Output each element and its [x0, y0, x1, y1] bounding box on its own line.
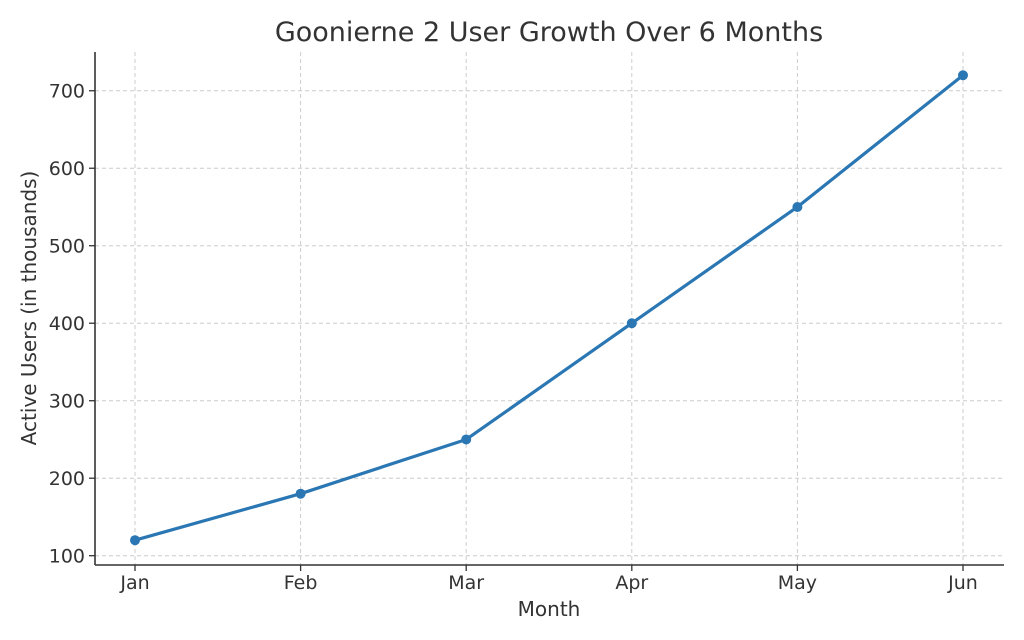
x-tick-label: May	[778, 572, 817, 594]
series-line	[133, 73, 965, 542]
grid	[95, 52, 1004, 565]
y-tick-label: 400	[49, 313, 85, 335]
x-tick-label: Feb	[284, 572, 318, 594]
data-point	[626, 318, 637, 329]
data-point	[792, 201, 803, 212]
y-axis-label: Active Users (in thousands)	[17, 171, 41, 446]
series	[130, 70, 968, 546]
y-tick-label: 300	[49, 391, 85, 413]
y-tick-label: 500	[49, 236, 85, 258]
y-tick-label: 600	[49, 158, 85, 180]
data-point	[461, 434, 472, 445]
x-axis-label: Month	[518, 597, 581, 621]
data-point	[130, 535, 140, 546]
x-tick-label: Mar	[448, 572, 484, 594]
x-tick-label: Apr	[615, 572, 648, 594]
y-tick-label: 100	[49, 546, 85, 568]
y-tick-label: 700	[49, 81, 85, 103]
y-ticks: 100 200 300 400 500 600 700	[49, 81, 95, 568]
data-point	[295, 488, 306, 499]
x-ticks: Jan Feb Mar Apr May Jun	[119, 565, 978, 594]
data-point	[958, 70, 968, 81]
y-tick-label: 200	[49, 468, 85, 490]
chart-title: Goonierne 2 User Growth Over 6 Months	[275, 17, 823, 48]
x-tick-label: Jan	[119, 572, 149, 594]
axes	[94, 52, 1004, 566]
x-tick-label: Jun	[947, 572, 978, 594]
